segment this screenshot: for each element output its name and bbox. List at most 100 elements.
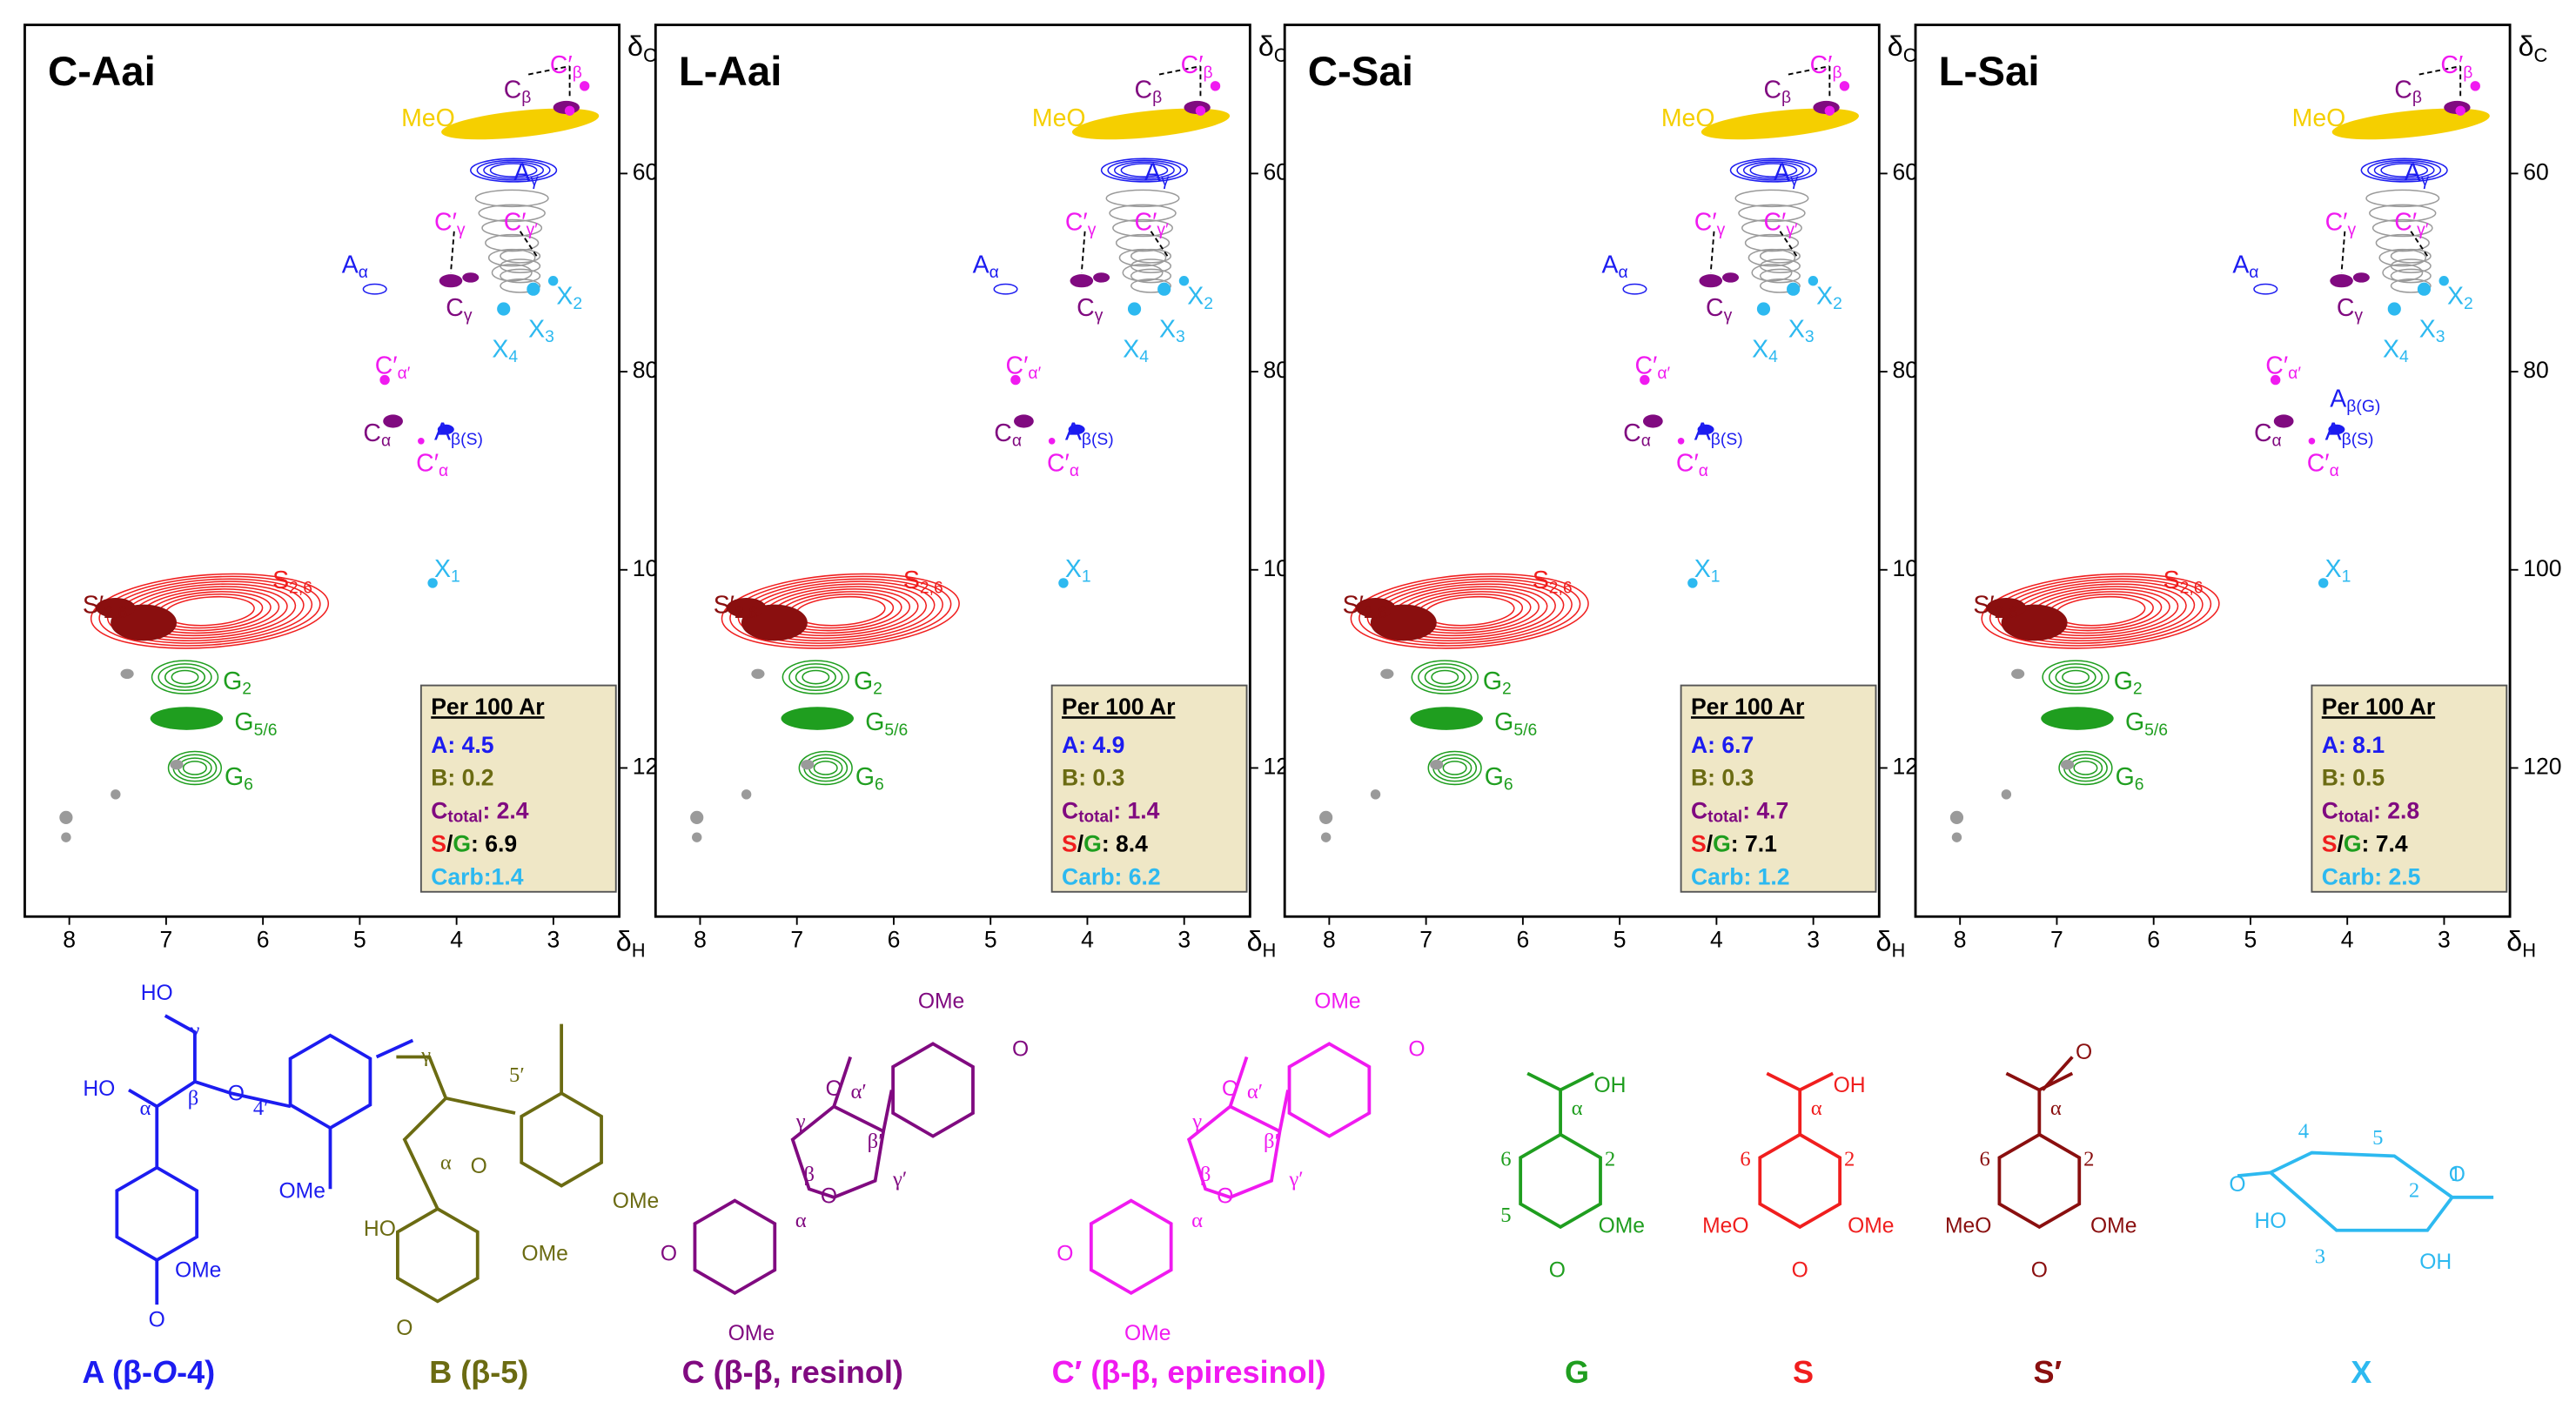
x-tick-label: 5 [2244,927,2257,953]
peak-label: C′β [1181,51,1213,83]
atom-label: O [661,1243,677,1266]
label-main: G [855,762,875,790]
structure: OH α 6 2 5 OMe O G [1500,1071,1645,1389]
atom-label: 6 [1500,1148,1511,1171]
contour [1640,374,1650,386]
contour [2390,268,2432,284]
label-main: C′ [1047,449,1070,477]
contour [1114,161,1175,179]
atom-label: OMe [521,1243,567,1266]
contour [721,573,960,649]
peak-label: X4 [1123,335,1149,366]
contour [379,374,390,386]
ring [1089,1198,1173,1296]
box-text: : 6.9 [471,831,517,857]
atom-label: γ [1191,1110,1202,1133]
x-tick-label: 8 [63,927,76,953]
x-tick-label: 8 [1323,927,1336,953]
label-sub: 3 [2436,327,2445,346]
contour [2273,414,2294,428]
atom-label: O [1408,1037,1425,1061]
atom-label: α [2050,1097,2062,1120]
peak-label: G6 [1485,762,1513,794]
ring [693,1198,777,1296]
atom-label: O [1549,1259,1566,1283]
label-main: X [434,554,451,582]
label-sub: H [1263,939,1277,961]
contour [2382,263,2424,282]
contour [1751,263,1793,282]
peak-label: G5/6 [1494,708,1537,740]
box-line: Ctotal: 1.4 [1062,798,1160,827]
label-sub: 2,6 [1995,603,2018,622]
contour [182,761,207,775]
atom-label: 4 [2298,1119,2309,1143]
label-main: A [2330,385,2346,413]
label-main: G [223,667,242,694]
atom-label: 2 [1844,1148,1855,1171]
label-sub: α [2249,263,2258,282]
peak-label: Cβ [1763,76,1791,107]
contour [2042,660,2110,694]
label-main: G [2114,667,2133,694]
label-sub: 1 [451,567,460,586]
contour [383,414,403,428]
atom-label: 3 [2315,1245,2325,1269]
contour [2375,233,2430,252]
contour [2352,272,2370,283]
panel-title: C-Aai [48,49,156,95]
peak-label: S′2,6 [1973,591,2017,622]
label-sub: 2 [2133,679,2143,698]
label-main: C [1763,76,1781,104]
peak-label: C′β [2440,51,2472,83]
label-sub: γ [1088,220,1097,239]
label-main: G [2116,762,2135,790]
peak-label: X1 [434,554,460,586]
label-sub: H [1891,939,1905,961]
label-sub: 2,6 [2180,579,2204,598]
label-main: X [528,315,545,343]
box-text: G [1083,831,1102,857]
box-line: Carb:1.4 [431,864,523,890]
contour [1157,282,1171,296]
label-sub: 4 [1768,347,1778,366]
peak-label: C′γ [2325,208,2357,239]
label-sub: α [1641,432,1651,451]
ring [1997,1132,2082,1230]
contour [1093,272,1110,283]
contour [2270,374,2281,386]
atom-label: γ [189,1019,199,1043]
x-tick-label: 4 [1081,927,1094,953]
box-text: : 2.8 [2373,798,2419,824]
ring [1758,1132,1842,1230]
label-main: S′ [714,591,735,619]
label-sub: β(G) [2346,397,2380,416]
contour [1997,578,2204,644]
label-main: X [1788,315,1805,343]
box-text: B: 0.5 [2322,765,2385,791]
x-tick-label: 4 [1710,927,1723,953]
peak-label: X3 [528,315,554,346]
label-sub: 2 [242,679,252,698]
atom-label: β [803,1163,815,1186]
label-main: C′ [375,352,398,379]
label-main: A [513,158,530,186]
peak-label: G2 [223,667,252,698]
contour [1122,263,1164,282]
peak-label: MeO [401,104,455,131]
box-text: S [1691,831,1707,857]
peak-label: Aβ(S) [1065,418,1114,449]
label-main: A [973,251,989,278]
y-tick-label: 60 [1892,158,1918,184]
contour [497,302,511,316]
box-text: G [453,831,471,857]
peak-label: Cα [2254,419,2282,451]
atom-label: O [1792,1259,1808,1283]
structure: Oα 6 2 MeO OMe O S′ [1945,1041,2137,1389]
box-text: / [446,831,453,857]
label-sub: γ [457,220,466,239]
box-line: B: 0.3 [1062,765,1124,791]
box-text: Carb: 2.5 [2322,864,2421,890]
label-main: S′ [1973,591,1994,619]
